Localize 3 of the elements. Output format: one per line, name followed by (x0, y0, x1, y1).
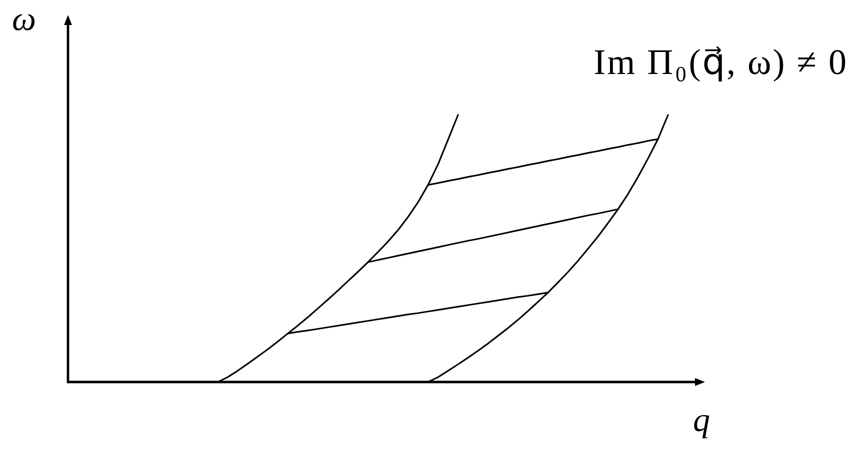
text: Im Π₀(q⃗, ω) ≠ 0 (594, 42, 848, 82)
y-axis-title: ω (12, 1, 36, 38)
x-axis-title: q (693, 402, 710, 439)
